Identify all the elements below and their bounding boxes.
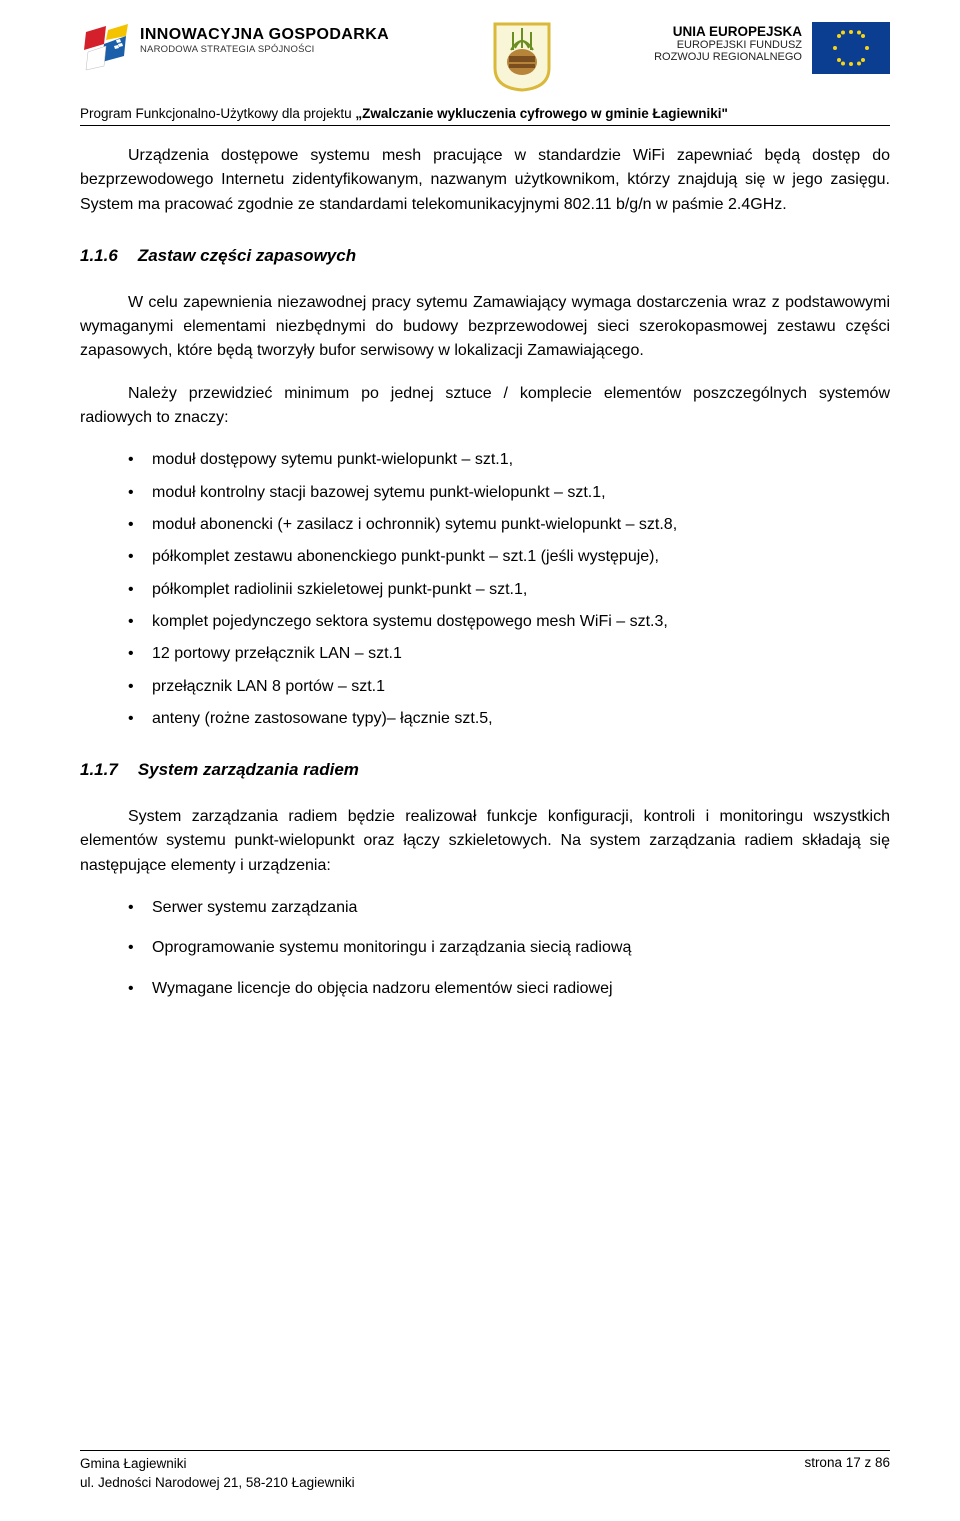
paragraph-1: Urządzenia dostępowe systemu mesh pracuj… <box>80 144 890 217</box>
ig-logo-text: INNOWACYJNA GOSPODARKA NARODOWA STRATEGI… <box>140 22 389 55</box>
footer-page-number: strona 17 z 86 <box>804 1455 890 1493</box>
section-num-2: 1.1.7 <box>80 760 118 779</box>
section-title-2: System zarządzania radiem <box>138 760 359 779</box>
ig-subtitle: NARODOWA STRATEGIA SPÓJNOŚCI <box>140 44 389 55</box>
header: INNOWACYJNA GOSPODARKA NARODOWA STRATEGI… <box>80 22 890 92</box>
ig-title: INNOWACYJNA GOSPODARKA <box>140 26 389 44</box>
list-item: przełącznik LAN 8 portów – szt.1 <box>128 675 890 699</box>
list-item: moduł kontrolny stacji bazowej sytemu pu… <box>128 481 890 505</box>
list-item: Serwer systemu zarządzania <box>128 896 890 920</box>
list-item: półkomplet radiolinii szkieletowej punkt… <box>128 578 890 602</box>
page: INNOWACYJNA GOSPODARKA NARODOWA STRATEGI… <box>0 0 960 1521</box>
logo-innowacyjna-gospodarka: INNOWACYJNA GOSPODARKA NARODOWA STRATEGI… <box>80 22 389 74</box>
logo-eu: UNIA EUROPEJSKA EUROPEJSKI FUNDUSZ ROZWO… <box>654 22 890 74</box>
bullet-list-1: moduł dostępowy sytemu punkt-wielopunkt … <box>128 448 890 731</box>
section-title-1: Zastaw części zapasowych <box>138 246 356 265</box>
list-item: półkomplet zestawu abonenckiego punkt-pu… <box>128 545 890 569</box>
list-item: Wymagane licencje do objęcia nadzoru ele… <box>128 977 890 1001</box>
ig-logo-icon <box>80 22 132 74</box>
footer-address: ul. Jedności Narodowej 21, 58-210 Łagiew… <box>80 1474 355 1493</box>
eu-line1: UNIA EUROPEJSKA <box>654 24 802 39</box>
footer-left: Gmina Łagiewniki ul. Jedności Narodowej … <box>80 1455 355 1493</box>
program-prefix: Program Funkcjonalno-Użytkowy dla projek… <box>80 106 355 121</box>
list-item: 12 portowy przełącznik LAN – szt.1 <box>128 642 890 666</box>
list-item: Oprogramowanie systemu monitoringu i zar… <box>128 936 890 960</box>
municipality-crest-icon <box>491 20 553 92</box>
bullet-list-2: Serwer systemu zarządzania Oprogramowani… <box>128 896 890 1001</box>
eu-line2: EUROPEJSKI FUNDUSZ <box>654 39 802 51</box>
paragraph-2: W celu zapewnienia niezawodnej pracy syt… <box>80 291 890 364</box>
paragraph-4: System zarządzania radiem będzie realizo… <box>80 805 890 878</box>
section-heading-1: 1.1.6 Zastaw części zapasowych <box>80 243 890 269</box>
program-line: Program Funkcjonalno-Użytkowy dla projek… <box>80 106 890 126</box>
program-title: „Zwalczanie wykluczenia cyfrowego w gmin… <box>355 106 728 121</box>
footer-org: Gmina Łagiewniki <box>80 1455 355 1474</box>
eu-line3: ROZWOJU REGIONALNEGO <box>654 51 802 63</box>
section-heading-2: 1.1.7 System zarządzania radiem <box>80 757 890 783</box>
eu-text: UNIA EUROPEJSKA EUROPEJSKI FUNDUSZ ROZWO… <box>654 22 802 63</box>
list-item: komplet pojedynczego sektora systemu dos… <box>128 610 890 634</box>
eu-flag-icon <box>812 22 890 74</box>
list-item: moduł dostępowy sytemu punkt-wielopunkt … <box>128 448 890 472</box>
list-item: moduł abonencki (+ zasilacz i ochronnik)… <box>128 513 890 537</box>
section-num-1: 1.1.6 <box>80 246 118 265</box>
list-item: anteny (rożne zastosowane typy)– łącznie… <box>128 707 890 731</box>
content: Urządzenia dostępowe systemu mesh pracuj… <box>80 144 890 1001</box>
footer: Gmina Łagiewniki ul. Jedności Narodowej … <box>80 1450 890 1493</box>
paragraph-3: Należy przewidzieć minimum po jednej szt… <box>80 382 890 431</box>
